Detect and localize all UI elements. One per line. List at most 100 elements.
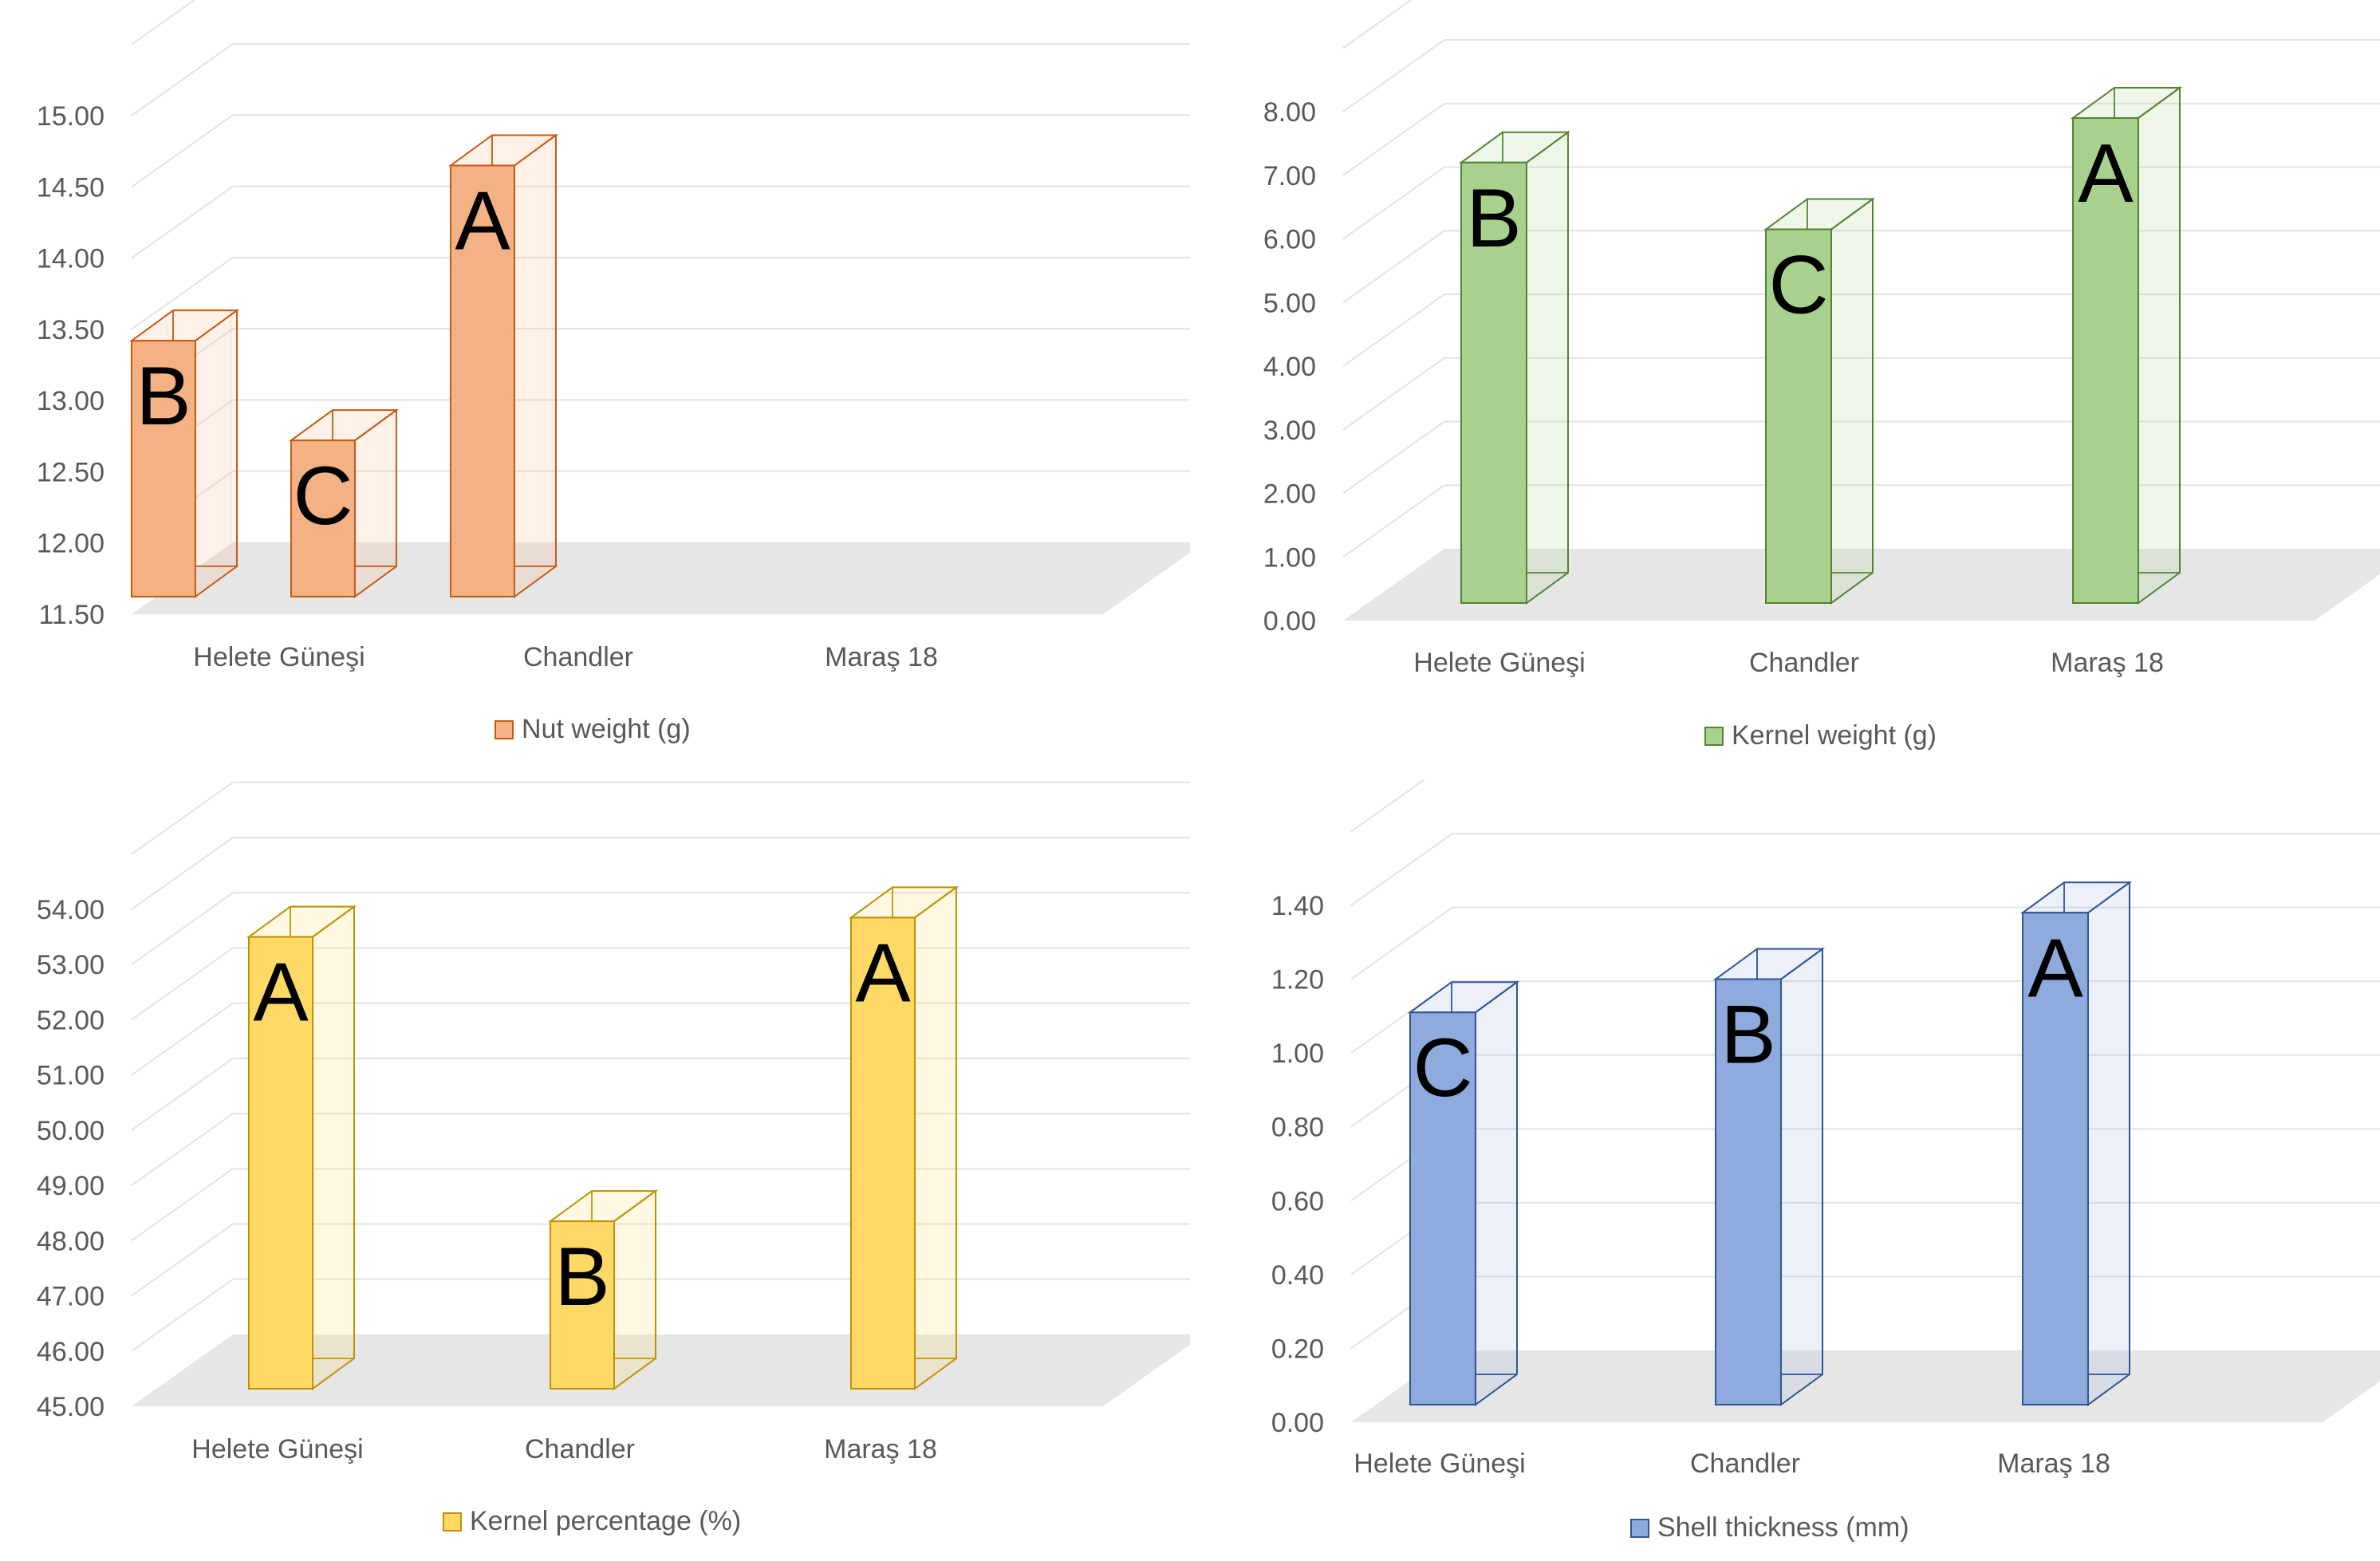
significance-letter: B [1720,989,1775,1082]
gridline-side [131,1168,234,1242]
legend: Shell thickness (mm) [1630,1512,1909,1543]
gridline-side [131,43,234,116]
bar-side [195,309,238,598]
y-tick-label: 48.00 [37,1226,104,1256]
x-category-label: Chandler [1749,648,1859,678]
bar [1407,980,1520,1406]
y-tick-label: 1.00 [1263,542,1316,573]
bar-side [2138,86,2181,605]
plot-floor [132,1334,1190,1406]
bar-side [914,885,957,1390]
gridline-side [1342,102,1445,176]
chart-nut-weight-plot: 11.50 12.00 12.50 13.00 13.50 14.00 14.50 15.00… [37,0,1190,672]
legend-swatch [1630,1518,1649,1538]
gridline-side [131,114,234,188]
bar-front [450,164,515,597]
significance-letter: A [455,175,510,268]
y-tick-label: 0.00 [1263,606,1316,637]
bar [547,1189,659,1390]
bar-side [312,905,355,1390]
x-category-label: Maraş 18 [1997,1449,2110,1479]
bar-front [1765,228,1832,604]
significance-letter: C [293,450,353,542]
gridline-side [131,1278,234,1352]
bar-front [131,340,196,597]
bar-side [514,133,557,598]
y-tick-label: 1.40 [1271,891,1324,921]
y-tick-label: 12.50 [37,457,104,487]
y-tick-label: 0.40 [1271,1260,1324,1291]
gridline-side [131,947,234,1021]
bar-side [1475,980,1518,1406]
y-tick-label: 4.00 [1263,352,1316,382]
plot-floor [1351,1350,2380,1422]
gridline-side [131,781,234,855]
y-tick-label: 3.00 [1263,416,1316,446]
x-category-label: Helete Güneşi [193,642,364,672]
chart-kernel-weight-plot: 0.00 1.00 2.00 3.00 4.00 5.00 6.00 7.00 8.00 B Hel… [1263,0,2380,678]
y-tick-label: 51.00 [37,1061,104,1091]
bar [246,905,357,1390]
bar-front [248,936,313,1390]
x-category-label: Chandler [1690,1449,1800,1479]
bar-front [1460,161,1527,605]
y-tick-label: 50.00 [37,1116,104,1146]
bar [2019,881,2133,1406]
y-tick-label: 46.00 [37,1337,104,1367]
significance-letter: A [855,927,911,1019]
chart-nut-weight: 11.50 12.00 12.50 13.00 13.50 14.00 14.50 15.00… [0,0,1190,780]
y-tick-label: 13.50 [37,315,104,345]
gridline-side [131,1113,234,1186]
bar [288,408,400,598]
bar-side [1526,130,1569,605]
gridline-side [1350,833,1453,906]
y-tick-label: 1.00 [1271,1039,1324,1069]
y-tick-label: 14.50 [37,172,104,203]
y-tick-label: 1.20 [1271,965,1324,995]
gridline-side [1342,294,1445,367]
y-tick-label: 0.20 [1271,1334,1324,1364]
y-tick-label: 47.00 [37,1282,104,1312]
y-tick-label: 6.00 [1263,225,1316,255]
gridline-side [1342,166,1445,240]
y-tick-label: 54.00 [37,895,104,925]
gridline-side [1342,420,1445,495]
gridline-side [1350,780,1425,833]
gridline-side [131,0,196,45]
bar [1458,130,1571,605]
y-tick-label: 49.00 [37,1171,104,1201]
bar-side [1830,197,1874,605]
x-category-label: Helete Güneşi [1354,1449,1525,1479]
bar [1763,197,1876,605]
significance-letter: A [2078,128,2134,220]
bar-side [613,1189,656,1390]
gridline-side [1342,39,1445,112]
legend-swatch [443,1512,462,1531]
y-tick-label: 15.00 [37,101,104,132]
bar-side [2087,881,2130,1406]
x-category-label: Helete Güneşi [191,1434,363,1464]
x-category-label: Maraş 18 [825,642,938,672]
bar-front [2022,912,2089,1405]
y-tick-label: 52.00 [37,1005,104,1035]
significance-letter: B [136,350,191,443]
bar-front [1715,978,1782,1406]
gridline-side [131,185,234,259]
x-category-label: Helete Güneşi [1413,648,1585,678]
legend-label: Nut weight (g) [522,714,691,744]
bar [128,309,240,598]
significance-letter: B [1466,172,1521,265]
legend: Nut weight (g) [495,714,691,745]
legend: Kernel percentage (%) [443,1506,741,1537]
chart-kernel-percentage: 45.00 46.00 47.00 48.00 49.00 50.00 51.00 52.00… [0,780,1190,1560]
y-tick-label: 45.00 [37,1392,104,1422]
bar-front [2072,116,2139,605]
y-tick-label: 53.00 [37,950,104,980]
bar-front [290,440,356,598]
significance-letter: B [554,1231,609,1323]
y-tick-label: 8.00 [1263,97,1316,128]
gridline-side [131,837,234,910]
gridline-side [131,1058,234,1131]
bar [1712,947,1826,1406]
legend: Kernel weight (g) [1704,720,1937,751]
